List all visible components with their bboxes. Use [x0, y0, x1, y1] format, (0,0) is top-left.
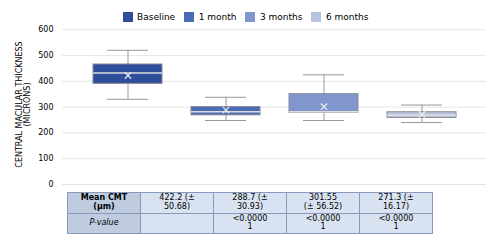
html-text:288.7 (± 30.93): 288.7 (± 30.93): [232, 193, 268, 211]
svg-text:0: 0: [48, 180, 53, 189]
html-text:422.2 (± 50.68): 422.2 (± 50.68): [159, 193, 195, 211]
html-text:6 months: 6 months: [326, 11, 369, 22]
html-text:<0.0000 1: <0.0000 1: [232, 213, 268, 232]
svg-text:100: 100: [38, 154, 53, 163]
svg-text:300: 300: [38, 103, 53, 112]
svg-text:400: 400: [38, 77, 53, 86]
html-text:<0.0000 1: <0.0000 1: [378, 213, 414, 232]
svg-text:500: 500: [38, 51, 53, 60]
html-text:1 month: 1 month: [198, 11, 237, 22]
svg-text:CENTRAL MACULAR THICKNESS(MICR: CENTRAL MACULAR THICKNESS(MICRONS): [15, 41, 32, 167]
html-text:<0.0000 1: <0.0000 1: [305, 213, 341, 232]
svg-text:600: 600: [38, 25, 53, 34]
html-text:271.3 (± 16.17): 271.3 (± 16.17): [378, 193, 414, 211]
html-text:Mean CMT (μm): Mean CMT (μm): [80, 193, 128, 211]
html-text:3 months: 3 months: [260, 11, 303, 22]
svg-text:200: 200: [38, 128, 53, 137]
html-text:Baseline: Baseline: [137, 11, 176, 22]
html-text:301.55 (± 56.52): 301.55 (± 56.52): [303, 193, 343, 211]
html-text:P-value: P-value: [89, 218, 119, 227]
